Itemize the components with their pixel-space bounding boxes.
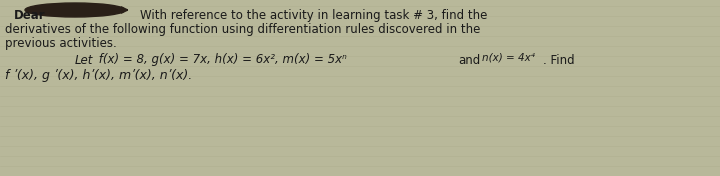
Text: derivatives of the following function using differentiation rules discovered in : derivatives of the following function us… [5,23,480,36]
Text: Let: Let [75,54,94,67]
Text: . Find: . Find [543,54,575,67]
Ellipse shape [25,3,125,17]
Text: and: and [458,54,480,67]
Text: f ʹ(x), g ʹ(x), hʹ(x), mʹ(x), nʹ(x).: f ʹ(x), g ʹ(x), hʹ(x), mʹ(x), nʹ(x). [5,69,192,82]
Text: previous activities.: previous activities. [5,37,117,50]
Text: f(x) = 8, g(x) = 7x, h(x) = 6x², m(x) = 5xⁿ: f(x) = 8, g(x) = 7x, h(x) = 6x², m(x) = … [95,53,347,66]
Text: With reference to the activity in learning task # 3, find the: With reference to the activity in learni… [140,9,487,22]
Text: n(x) = 4x⁴: n(x) = 4x⁴ [482,52,535,62]
Text: Dear: Dear [14,9,45,22]
